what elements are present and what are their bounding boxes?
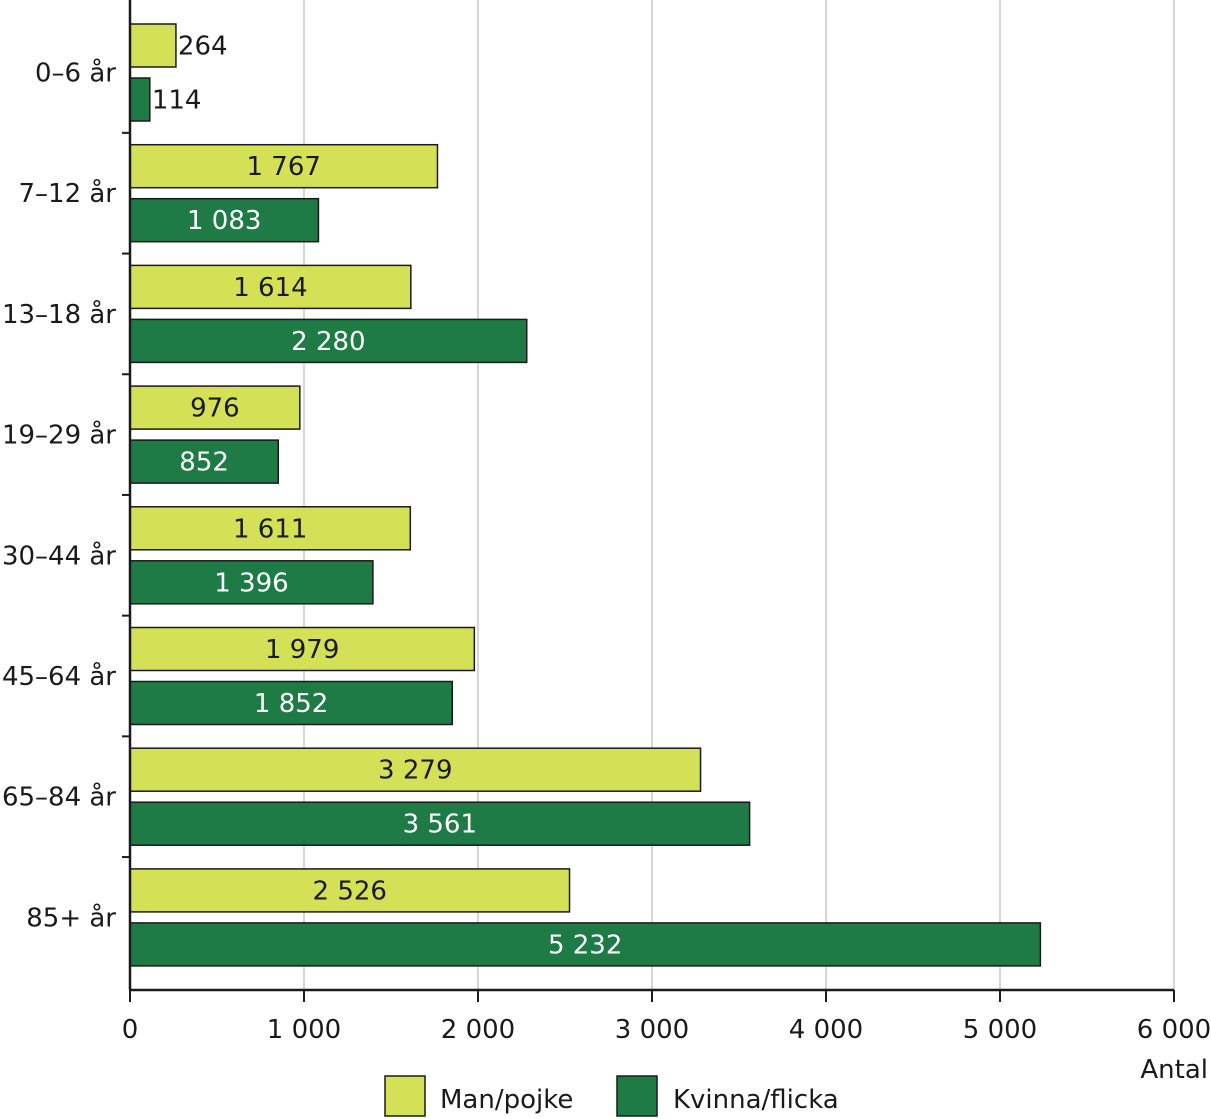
- category-label: 13–18 år: [2, 299, 116, 330]
- bar-value-label: 1 852: [254, 689, 328, 719]
- bar: [129, 318, 528, 364]
- legend: Man/pojke Kvinna/flicka: [384, 1075, 839, 1117]
- legend-swatch: [616, 1075, 658, 1117]
- bar-value-label: 1 614: [233, 273, 307, 303]
- legend-label: Man/pojke: [440, 1085, 573, 1115]
- category-label: 7–12 år: [18, 178, 116, 209]
- bar: [129, 385, 301, 430]
- bar: [129, 23, 177, 68]
- bar-value-label: 2 526: [313, 876, 387, 906]
- category-label: 0–6 år: [35, 58, 116, 89]
- bar-value-label: 3 279: [378, 756, 452, 786]
- bar-value-label: 1 767: [247, 152, 321, 182]
- category-label: 45–64 år: [2, 661, 116, 692]
- category-label: 19–29 år: [2, 420, 116, 451]
- bar: [129, 747, 702, 792]
- bar: [129, 868, 571, 913]
- legend-label: Kvinna/flicka: [673, 1085, 839, 1115]
- category-label: 65–84 år: [2, 782, 116, 813]
- bar-value-label: 3 561: [403, 810, 477, 840]
- x-tick-label: 4 000: [789, 1015, 863, 1045]
- bar: [129, 922, 1042, 967]
- bar: [129, 506, 412, 551]
- category-label: 30–44 år: [2, 540, 116, 571]
- bar-value-label: 114: [152, 86, 202, 116]
- bar-value-label: 2 280: [291, 327, 365, 357]
- bar-value-label: 1 396: [214, 568, 288, 598]
- bar: [129, 626, 476, 672]
- x-axis-title: Antal: [1140, 1055, 1208, 1085]
- x-tick-label: 0: [122, 1015, 139, 1045]
- bar: [129, 264, 412, 310]
- x-tick-label: 5 000: [963, 1015, 1037, 1045]
- labels: 264 114 0–6 år 1 767 1 083 7–12 år 1 614 2 280 1…: [2, 32, 622, 961]
- bar: [129, 197, 320, 243]
- bar-value-label: 1 979: [265, 635, 339, 665]
- legend-swatch: [384, 1075, 426, 1117]
- bar-value-label: 852: [179, 448, 229, 478]
- x-tick-label: 3 000: [615, 1015, 689, 1045]
- bars: [129, 23, 1042, 967]
- x-tick-label: 2 000: [441, 1015, 515, 1045]
- bar: [129, 680, 453, 726]
- bar-value-label: 264: [178, 32, 228, 62]
- bar-value-label: 1 083: [187, 206, 261, 236]
- bar: [129, 77, 151, 122]
- bar-value-label: 1 611: [233, 514, 307, 544]
- x-tick-label: 1 000: [267, 1015, 341, 1045]
- category-label: 85+ år: [26, 902, 116, 933]
- axes: 0 1 000 2 000 3 000 4 000 5 000 6 000: [122, 0, 1211, 1045]
- bar: [129, 439, 279, 484]
- bar-value-label: 976: [190, 394, 240, 424]
- bar-value-label: 5 232: [548, 930, 622, 960]
- x-tick-label: 6 000: [1137, 1015, 1211, 1045]
